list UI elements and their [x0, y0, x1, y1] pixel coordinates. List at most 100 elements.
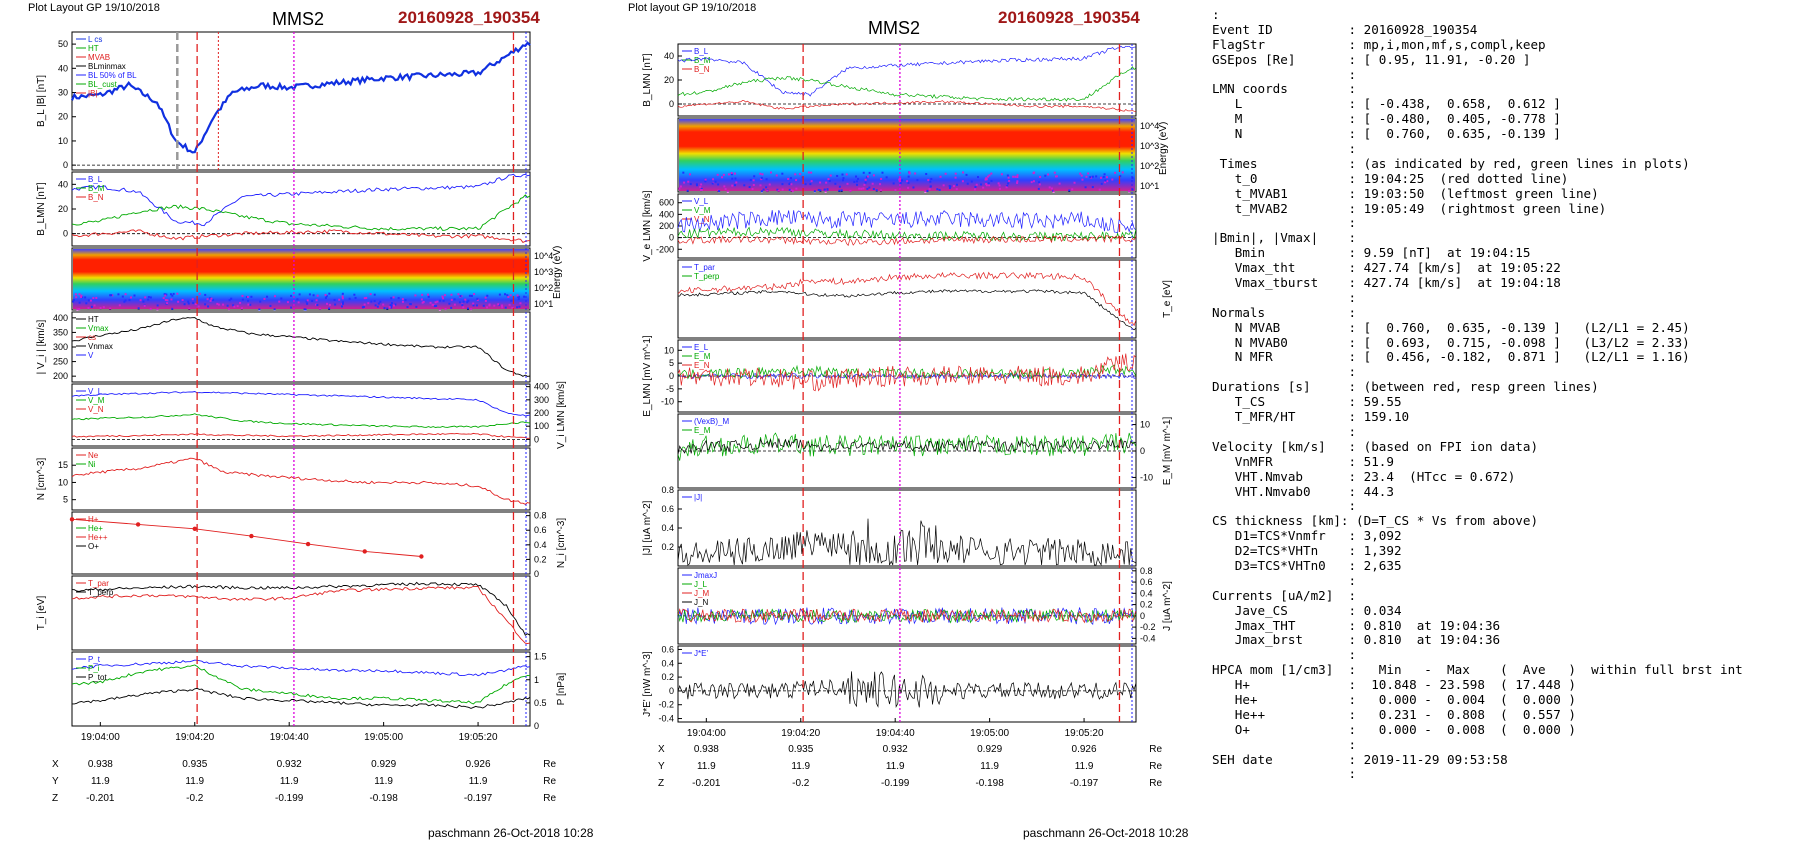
axis-label: E_M [mV m^-1] [1162, 416, 1173, 485]
spectrogram-speckle [458, 301, 461, 304]
spectrogram-speckle [379, 300, 382, 303]
spectrogram-speckle [84, 296, 87, 299]
axis-label: | V_i | [km/s] [36, 319, 47, 374]
spectrogram-speckle [286, 301, 289, 304]
spectrogram-speckle [1006, 174, 1009, 177]
panel-frame [71, 171, 531, 247]
spectrogram-speckle [759, 172, 762, 175]
spectrogram-speckle [466, 307, 469, 310]
panel-frame [71, 511, 531, 575]
spectrogram-speckle [390, 302, 393, 305]
ephem-unit: Re [1149, 778, 1162, 789]
spectrogram-speckle [461, 304, 464, 307]
ephem-value: 11.9 [791, 761, 810, 772]
spectrogram-speckle [1087, 172, 1090, 175]
axis-label: N_i [cm^-3] [556, 518, 567, 568]
legend-label: E_N [694, 361, 710, 370]
spectrogram-speckle [1119, 175, 1122, 178]
spectrogram-speckle [444, 294, 447, 297]
ephem-value: 0.938 [694, 744, 719, 755]
spectrogram-speckle [988, 184, 991, 187]
trace-line [677, 608, 1137, 624]
spectrogram-speckle [389, 304, 392, 307]
spectrogram-speckle [212, 298, 215, 301]
spectrogram-speckle [682, 171, 685, 174]
spectrogram-speckle [444, 308, 447, 311]
spectrogram-speckle [333, 298, 336, 301]
ephem-name: Y [658, 761, 665, 772]
spectrogram-speckle [450, 306, 453, 309]
spectrogram-speckle [509, 294, 512, 297]
y-tick-label: 0 [534, 721, 539, 731]
spectrogram-speckle [394, 303, 397, 306]
y-tick-label: -0.2 [1140, 622, 1156, 632]
spectrogram-speckle [239, 301, 242, 304]
panel-frame [71, 383, 531, 447]
spectrogram-speckle [85, 302, 88, 305]
spectrogram-speckle [438, 299, 441, 302]
legend-label: B_L [88, 175, 103, 184]
spectrogram-speckle [990, 172, 993, 175]
spectrogram-speckle [759, 184, 762, 187]
y-tick-label: 50 [58, 39, 68, 49]
spectrogram-speckle [929, 180, 932, 183]
info-line: D2=TCS*VHTn : 1,392 [1212, 543, 1402, 559]
spectrogram-speckle [338, 298, 341, 301]
spectrogram-speckle [752, 184, 755, 187]
legend-label: He+ [88, 524, 103, 533]
spectrogram-speckle [1098, 188, 1101, 191]
spectrogram-speckle [1104, 181, 1107, 184]
spectrogram-speckle [75, 296, 78, 299]
panel-frame [677, 117, 1137, 193]
spectrogram-speckle [259, 300, 262, 303]
spectrogram-speckle [817, 188, 820, 191]
y-tick-label: 0.2 [661, 542, 674, 552]
spectrogram-speckle [985, 183, 988, 186]
legend-label: B_N [88, 193, 104, 202]
spectrogram-speckle [435, 304, 438, 307]
spectrogram-speckle [269, 304, 272, 307]
series-line-V_N [71, 432, 531, 439]
spectrogram-speckle [1100, 182, 1103, 185]
y-tick-label: 5 [669, 358, 674, 368]
spectrogram-speckle [730, 172, 733, 175]
trace-line [677, 66, 1137, 102]
panel-J-mag: 0.2 0.4 0.6 0.8 |J| [uA m^-2] |J| [642, 485, 1137, 567]
spectrogram-speckle [879, 189, 882, 192]
spectrogram-speckle [306, 299, 309, 302]
spectrogram-speckle [1050, 187, 1053, 190]
spectrogram-speckle [441, 295, 444, 298]
spectrogram-speckle [204, 303, 207, 306]
spectrogram-speckle [721, 176, 724, 179]
ephem-value: 11.9 [1075, 761, 1094, 772]
panel-B-LMN: 0 20 40 B_LMN [nT] B_LB_MB_N [36, 171, 531, 247]
spectrogram-speckle [457, 293, 460, 296]
spectrogram-speckle [328, 307, 331, 310]
ephem-value: -0.201 [692, 778, 721, 789]
axis-label: B_LMN [nT] [36, 182, 47, 236]
spectrogram-speckle [233, 305, 236, 308]
spectrogram-speckle [240, 307, 243, 310]
spectrogram-speckle [907, 181, 910, 184]
spectrogram-speckle [374, 304, 377, 307]
spectrogram-speckle [1007, 176, 1010, 179]
info-line: Vmax_tht : 427.74 [km/s] at 19:05:22 [1212, 260, 1561, 276]
spectrogram-speckle [841, 173, 844, 176]
spectrogram-speckle [99, 307, 102, 310]
spectrogram-speckle [464, 298, 467, 301]
spectrogram-speckle [1121, 171, 1124, 174]
spectrogram-speckle [777, 189, 780, 192]
spectrogram-speckle [462, 306, 465, 309]
spectrogram-speckle [962, 171, 965, 174]
spectrogram-speckle [1081, 178, 1084, 181]
spectrogram-speckle [176, 292, 179, 295]
spectrogram-speckle [749, 178, 752, 181]
spectrogram-speckle [916, 179, 919, 182]
spectrogram-speckle [348, 297, 351, 300]
spectrogram-speckle [297, 301, 300, 304]
spectrogram-speckle [123, 300, 126, 303]
legend-label: P_i [88, 664, 100, 673]
legend-label: BL 50% of BL [88, 71, 137, 80]
spectrogram-speckle [1079, 172, 1082, 175]
spectrogram-speckle [860, 187, 863, 190]
